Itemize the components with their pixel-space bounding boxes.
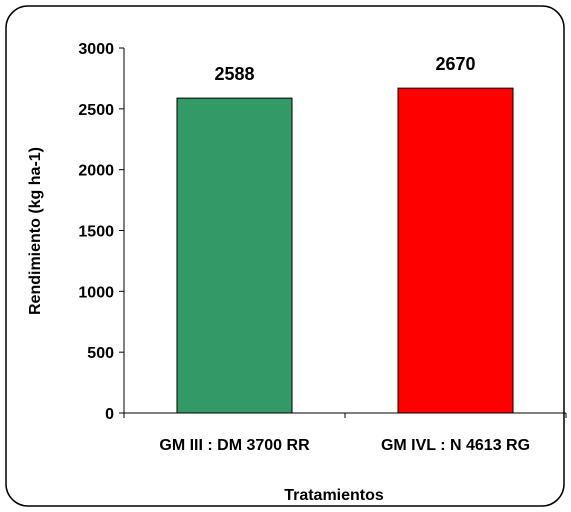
y-tick-label: 1500	[78, 224, 114, 241]
y-tick-label: 3000	[78, 41, 114, 58]
y-tick-label: 0	[105, 406, 114, 423]
bar-value-label: 2588	[214, 64, 254, 84]
y-ticks: 0 500 1000 1500 2000 2500 3000	[78, 41, 567, 423]
bars: 2588 GM III : DM 3700 RR 2670 GM IVL : N 46…	[159, 54, 530, 454]
y-axis-label: Rendimiento (kg ha-1)	[27, 147, 44, 315]
bar-2	[397, 87, 514, 414]
y-tick-label: 500	[87, 345, 114, 362]
x-tick-label: GM IVL : N 4613 RG	[381, 437, 530, 454]
y-tick-label: 2000	[78, 163, 114, 180]
x-tick-label: GM III : DM 3700 RR	[159, 437, 310, 454]
y-tick-label: 2500	[78, 102, 114, 119]
bar-1	[176, 97, 293, 414]
x-axis-label: Tratamientos	[284, 487, 384, 504]
bar-value-label: 2670	[435, 54, 475, 74]
y-tick-label: 1000	[78, 284, 114, 301]
